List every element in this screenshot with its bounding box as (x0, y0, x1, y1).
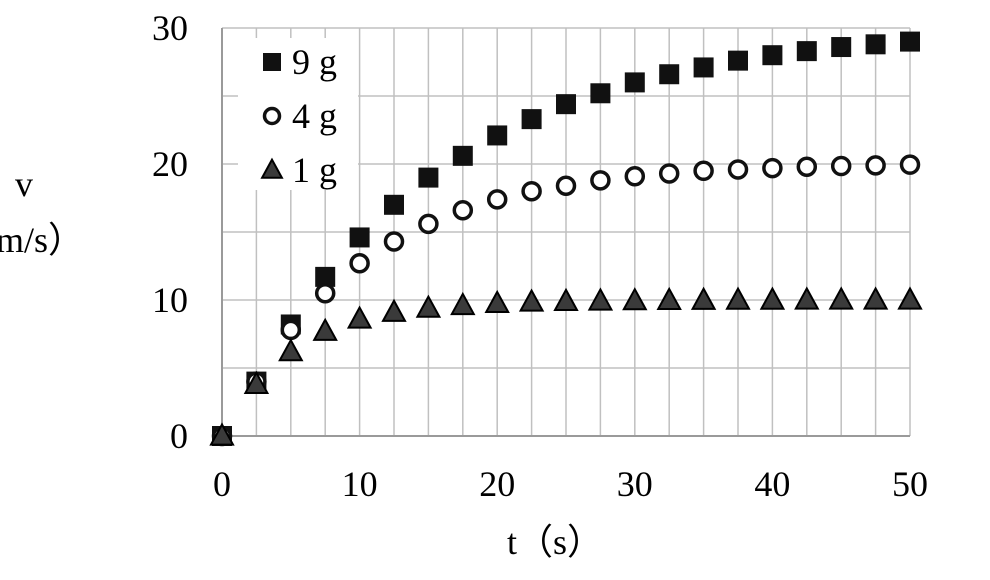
y-axis-title-line-2: m/s） (0, 220, 84, 260)
data-point (346, 305, 373, 329)
data-point (659, 64, 680, 85)
data-point (762, 45, 783, 66)
data-point (556, 94, 576, 115)
y-tick-label: 30 (152, 8, 188, 48)
data-point (728, 50, 748, 71)
data-point (487, 125, 508, 146)
data-point (349, 227, 370, 248)
x-tick-label: 30 (617, 464, 653, 504)
data-point (828, 286, 854, 310)
data-point (899, 154, 921, 175)
series-1g (209, 286, 923, 446)
data-point (796, 41, 817, 62)
legend-item: 4 g (262, 96, 337, 136)
data-point (725, 286, 751, 310)
data-point (624, 72, 645, 93)
x-tick-label: 20 (479, 464, 515, 504)
data-point (831, 37, 852, 58)
x-tick-label: 50 (892, 464, 928, 504)
data-point (796, 156, 818, 177)
data-point (384, 194, 404, 215)
tick-labels: 0 10 20 30 40 50 0 10 20 30 (152, 8, 928, 504)
data-point (315, 266, 336, 287)
data-point (900, 31, 920, 52)
series-4g (211, 154, 921, 447)
data-point (865, 34, 886, 55)
data-point (865, 155, 886, 176)
legend-label: 1 g (292, 150, 337, 190)
x-tick-label: 0 (213, 464, 231, 504)
data-point (762, 157, 783, 179)
y-tick-label: 0 (170, 416, 188, 456)
data-point (415, 294, 442, 318)
data-point (381, 298, 407, 322)
data-point (553, 287, 579, 311)
data-point (486, 189, 508, 210)
data-point (658, 163, 680, 184)
data-point (897, 286, 923, 310)
data-point (521, 109, 542, 130)
legend-box (238, 38, 358, 190)
axes (221, 28, 910, 437)
data-point (418, 167, 439, 188)
data-point (452, 199, 474, 221)
data-point (624, 165, 646, 187)
data-point (622, 287, 648, 311)
data-point (278, 338, 304, 362)
data-point (450, 291, 476, 316)
legend-marker (263, 53, 281, 71)
data-point (830, 155, 852, 177)
data-point (418, 213, 439, 235)
x-axis-title: t（s） (507, 522, 603, 562)
data-point (590, 170, 611, 191)
data-point (518, 288, 545, 312)
data-point (243, 370, 270, 394)
x-tick-label: 40 (754, 464, 790, 504)
data-series (209, 31, 923, 447)
data-point (349, 253, 370, 274)
y-tick-label: 20 (152, 144, 188, 184)
y-axis-title-line-1: v (15, 164, 33, 204)
data-point (555, 175, 577, 197)
data-point (794, 286, 820, 310)
legend-marker (260, 157, 284, 179)
data-point (484, 289, 510, 314)
data-point (693, 57, 714, 78)
x-tick-label: 10 (342, 464, 378, 504)
data-point (693, 160, 714, 182)
data-point (862, 286, 889, 310)
data-point (690, 286, 717, 310)
legend-label: 4 g (292, 96, 337, 136)
data-point (656, 286, 682, 311)
data-point (587, 287, 614, 311)
data-point (727, 159, 749, 180)
y-tick-label: 10 (152, 280, 188, 320)
data-point (590, 83, 611, 104)
data-point (383, 231, 405, 252)
legend: 9 g 4 g 1 g (238, 38, 358, 190)
legend-marker (262, 106, 282, 126)
legend-label: 9 g (292, 42, 337, 82)
data-point (314, 282, 336, 304)
data-point (521, 180, 542, 202)
data-point (312, 317, 338, 341)
data-point (280, 319, 302, 341)
legend-item: 1 g (260, 150, 337, 190)
legend-item: 9 g (263, 42, 337, 82)
data-point (209, 422, 235, 446)
data-point (452, 145, 473, 166)
data-point (759, 286, 786, 310)
